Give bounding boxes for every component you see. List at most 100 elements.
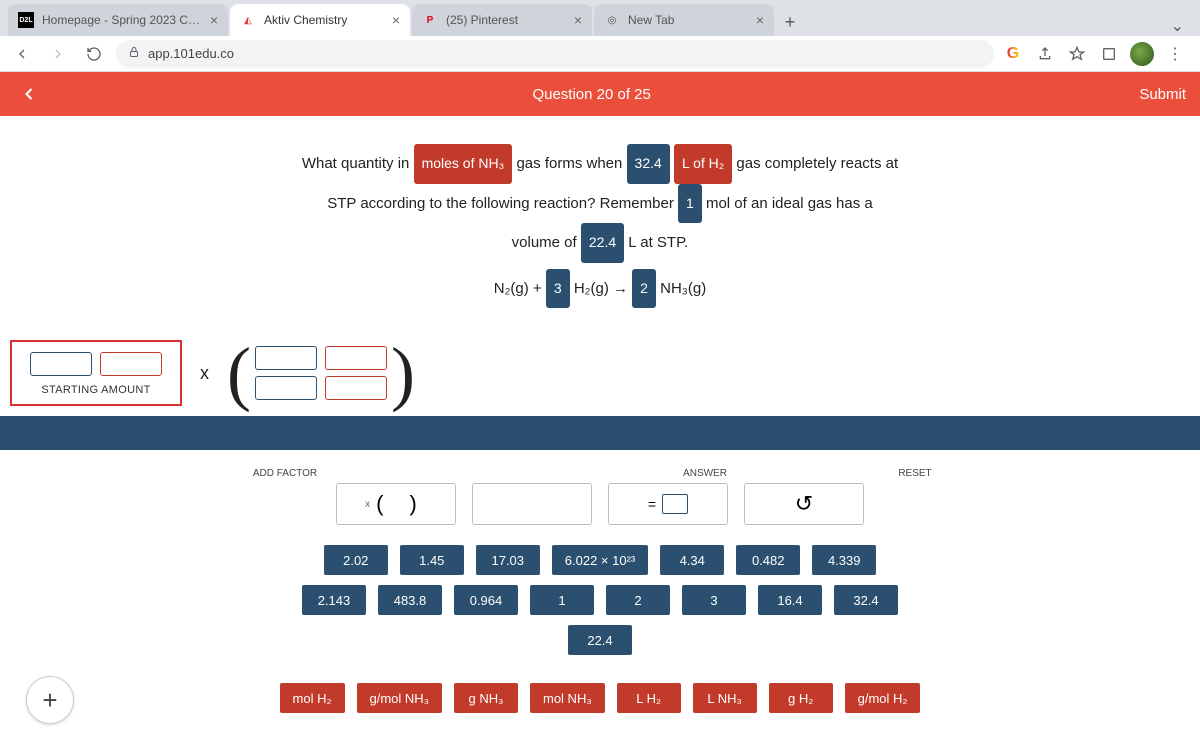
new-tab-button[interactable]: + <box>776 8 804 36</box>
close-icon[interactable]: × <box>574 12 582 28</box>
value-tile[interactable]: 0.482 <box>736 545 800 575</box>
chevron-down-icon[interactable]: ⌄ <box>1171 16 1184 36</box>
unit-tile[interactable]: g NH₃ <box>454 683 518 713</box>
chip-unit: moles of NH₃ <box>414 144 513 184</box>
chrome-icon: ◎ <box>604 12 620 28</box>
value-tile[interactable]: 6.022 × 10²³ <box>552 545 648 575</box>
question-fragment: gas forms when <box>516 155 622 172</box>
starting-amount-label: STARTING AMOUNT <box>30 384 162 396</box>
value-slot[interactable] <box>255 376 317 400</box>
share-icon[interactable] <box>1034 43 1056 65</box>
tab-title: (25) Pinterest <box>446 13 566 27</box>
equals-icon: = <box>648 496 656 512</box>
times-icon: x <box>365 499 370 510</box>
multiply-symbol: x <box>200 363 209 384</box>
close-icon[interactable]: × <box>210 12 218 28</box>
controls-section: ADD FACTOR ANSWER RESET x ( ) = ↺ 2.02 1.… <box>0 450 1200 723</box>
value-tile[interactable]: 0.964 <box>454 585 518 615</box>
avatar[interactable] <box>1130 42 1154 66</box>
lock-icon <box>128 46 140 61</box>
aktiv-icon: ◭ <box>240 12 256 28</box>
unit-tile[interactable]: g/mol NH₃ <box>357 683 442 713</box>
work-area: STARTING AMOUNT x ( ) <box>0 328 1200 416</box>
unit-slot[interactable] <box>325 376 387 400</box>
question-fragment: volume of <box>512 234 577 251</box>
unit-slot[interactable] <box>100 352 162 376</box>
answer-label: ANSWER <box>645 468 765 479</box>
unit-slot[interactable] <box>325 346 387 370</box>
url-field[interactable]: app.101edu.co <box>116 40 994 68</box>
value-tile[interactable]: 4.34 <box>660 545 724 575</box>
unit-tile[interactable]: L NH₃ <box>693 683 757 713</box>
value-tile[interactable]: 22.4 <box>568 625 632 655</box>
unit-tile[interactable]: g H₂ <box>769 683 833 713</box>
chip-unit: L of H₂ <box>674 144 732 184</box>
star-icon[interactable] <box>1066 43 1088 65</box>
value-slot[interactable] <box>255 346 317 370</box>
browser-tab[interactable]: ◎ New Tab × <box>594 4 774 36</box>
back-chevron-icon[interactable] <box>14 84 44 104</box>
unit-tile[interactable]: L H₂ <box>617 683 681 713</box>
equation-fragment: N₂(g) + <box>494 280 542 297</box>
reload-button[interactable] <box>80 40 108 68</box>
parens-icon: ( ) <box>376 491 427 517</box>
value-tile[interactable]: 32.4 <box>834 585 898 615</box>
chip-value: 1 <box>678 184 702 224</box>
divider-bar <box>0 416 1200 450</box>
open-paren: ( <box>227 345 251 403</box>
chip-value: 22.4 <box>581 223 624 263</box>
value-tile[interactable]: 2.02 <box>324 545 388 575</box>
conversion-factor: ( ) <box>227 345 415 403</box>
value-tile[interactable]: 483.8 <box>378 585 442 615</box>
app-header: Question 20 of 25 Submit <box>0 72 1200 116</box>
question-fragment: L at STP. <box>628 234 688 251</box>
value-tile[interactable]: 1.45 <box>400 545 464 575</box>
browser-tab-strip: D2L Homepage - Spring 2023 CHEM × ◭ Akti… <box>0 0 1200 36</box>
value-tile[interactable]: 2 <box>606 585 670 615</box>
value-tile[interactable]: 3 <box>682 585 746 615</box>
equation-fragment: H₂(g) → <box>574 280 628 297</box>
tile-bank: 2.021.4517.036.022 × 10²³4.340.4824.339 … <box>40 545 1160 713</box>
chip-value: 3 <box>546 269 570 309</box>
value-tile[interactable]: 17.03 <box>476 545 540 575</box>
reset-icon: ↺ <box>795 491 813 517</box>
address-bar: app.101edu.co G ⋮ <box>0 36 1200 72</box>
question-fragment: What quantity in <box>302 155 410 172</box>
kebab-icon[interactable]: ⋮ <box>1164 43 1186 65</box>
unit-tile[interactable]: mol H₂ <box>280 683 345 713</box>
window-icon[interactable] <box>1098 43 1120 65</box>
chip-value: 32.4 <box>627 144 670 184</box>
back-button[interactable] <box>8 40 36 68</box>
unit-tile[interactable]: g/mol H₂ <box>845 683 921 713</box>
value-tile[interactable]: 16.4 <box>758 585 822 615</box>
add-step-fab[interactable]: + <box>26 676 74 724</box>
reset-label: RESET <box>855 468 975 479</box>
browser-tab[interactable]: D2L Homepage - Spring 2023 CHEM × <box>8 4 228 36</box>
chip-value: 2 <box>632 269 656 309</box>
close-paren: ) <box>391 345 415 403</box>
value-slot[interactable] <box>30 352 92 376</box>
value-tile[interactable]: 2.143 <box>302 585 366 615</box>
answer-button[interactable]: = <box>608 483 728 525</box>
value-tile[interactable]: 1 <box>530 585 594 615</box>
pinterest-icon: P <box>422 12 438 28</box>
unit-tile[interactable]: mol NH₃ <box>530 683 605 713</box>
question-text: What quantity in moles of NH₃ gas forms … <box>0 116 1200 328</box>
question-counter: Question 20 of 25 <box>44 86 1139 103</box>
value-tile[interactable]: 4.339 <box>812 545 876 575</box>
close-icon[interactable]: × <box>392 12 400 28</box>
question-fragment: gas completely reacts at <box>736 155 898 172</box>
url-text: app.101edu.co <box>148 46 234 61</box>
add-factor-button[interactable]: x ( ) <box>336 483 456 525</box>
close-icon[interactable]: × <box>756 12 764 28</box>
reset-button[interactable]: ↺ <box>744 483 864 525</box>
submit-button[interactable]: Submit <box>1139 86 1186 103</box>
add-factor-label: ADD FACTOR <box>225 468 345 479</box>
starting-amount-box[interactable]: STARTING AMOUNT <box>10 340 182 406</box>
question-fragment: STP according to the following reaction?… <box>327 195 674 212</box>
browser-tab[interactable]: ◭ Aktiv Chemistry × <box>230 4 410 36</box>
forward-button[interactable] <box>44 40 72 68</box>
browser-tab[interactable]: P (25) Pinterest × <box>412 4 592 36</box>
blank-box[interactable] <box>472 483 592 525</box>
google-icon[interactable]: G <box>1002 43 1024 65</box>
